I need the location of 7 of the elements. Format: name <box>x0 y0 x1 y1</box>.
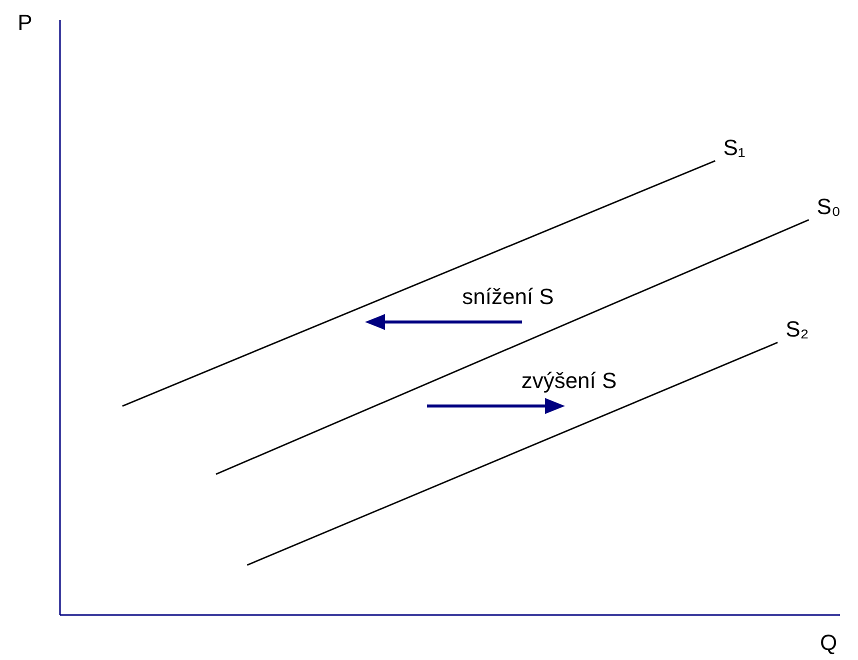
series-label: S₀ <box>816 194 841 219</box>
series-label: S₂ <box>786 316 809 342</box>
annotation: zvýšení S <box>521 368 617 393</box>
annotation: snížení S <box>462 284 554 309</box>
x-axis-title: Q <box>820 630 838 655</box>
series-label: S₁ <box>723 134 746 160</box>
text: P <box>18 10 32 35</box>
